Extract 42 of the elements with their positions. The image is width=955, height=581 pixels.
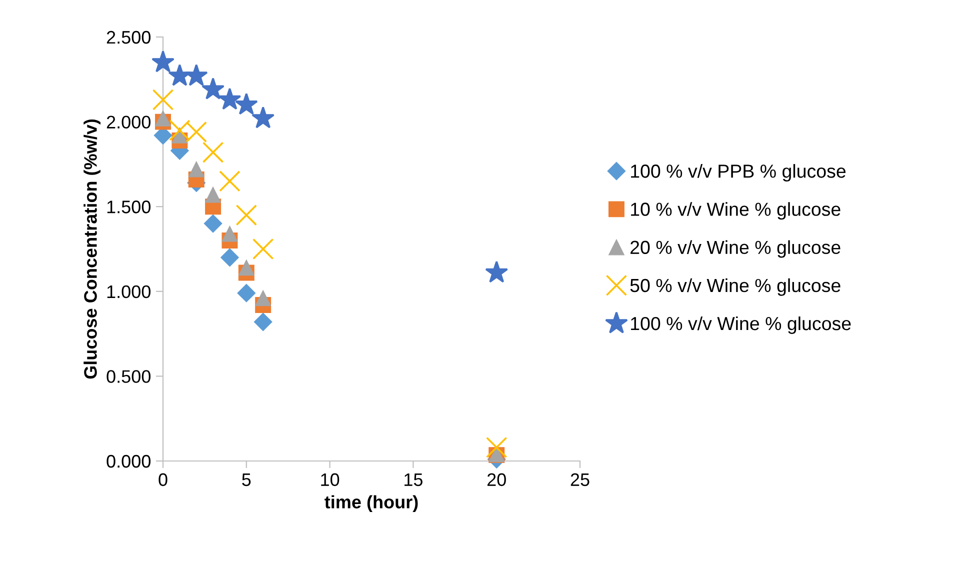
legend-label: 10 % v/v Wine % glucose [631, 202, 840, 220]
legend-label: 20 % v/v Wine % glucose [630, 240, 840, 258]
x-tick-label: 20 [487, 473, 506, 486]
legend-label: 100 % v/v PPB % glucose [631, 164, 846, 182]
y-tick-label: 1.000 [107, 285, 150, 298]
x-tick-label: 10 [321, 473, 340, 486]
point [204, 214, 222, 233]
point [218, 88, 242, 110]
point [237, 284, 256, 302]
x-tick-label: 25 [570, 473, 590, 486]
y-tick-label: 0.500 [106, 370, 150, 383]
x-tick-label: 15 [404, 473, 422, 486]
x-tick-label: 5 [242, 473, 251, 486]
y-tick-label: 2.500 [106, 30, 150, 44]
point [234, 92, 258, 115]
point [184, 64, 208, 86]
point [220, 248, 239, 267]
y-tick-label: 1.500 [107, 200, 150, 214]
point [485, 260, 508, 283]
point [222, 226, 238, 242]
point [252, 106, 275, 128]
point [255, 290, 272, 306]
point [202, 142, 224, 163]
point [236, 204, 258, 226]
legend-label: 100 % v/v Wine % glucose [631, 316, 851, 334]
point [219, 170, 240, 192]
point [155, 110, 171, 126]
point [202, 78, 225, 100]
point [252, 238, 274, 260]
point [152, 50, 174, 72]
y-tick-label: 0.000 [106, 454, 150, 468]
y-tick-label: 2.000 [106, 116, 150, 129]
point [238, 260, 254, 276]
point [254, 312, 272, 332]
point [188, 161, 204, 178]
legend-label: 50 % v/v Wine % glucose [630, 278, 840, 296]
point [486, 436, 508, 458]
x-axis-title: time (hour) [324, 495, 418, 512]
x-tick-label: 0 [158, 473, 168, 486]
point [205, 186, 222, 203]
point [152, 89, 174, 110]
y-axis-title: Glucose Concentration (%w/v) [84, 119, 100, 379]
